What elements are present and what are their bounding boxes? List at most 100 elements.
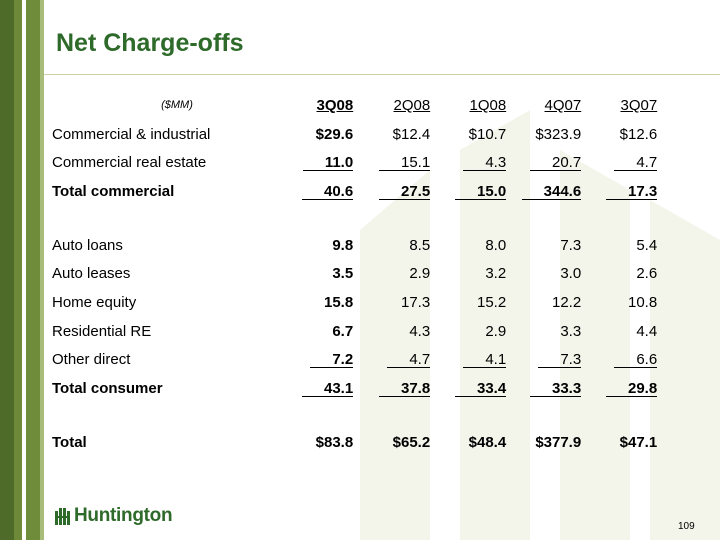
cell-value: 344.6	[521, 184, 582, 200]
huntington-logo-icon	[55, 508, 70, 525]
cell-value: 29.8	[606, 381, 658, 398]
table-cell: 7.3	[506, 346, 582, 375]
row-label: Commercial real estate	[52, 154, 207, 172]
left-stripe-light	[26, 0, 40, 540]
table-cell: 344.6	[506, 177, 582, 206]
page-number: 109	[678, 521, 695, 532]
cell-value: 4.7	[614, 155, 658, 172]
spacer-cell	[52, 403, 657, 428]
row-label: Residential RE	[52, 322, 152, 340]
spacer-cell	[52, 206, 657, 231]
table-cell: 11.0	[302, 148, 354, 177]
table-cell: $12.6	[619, 125, 658, 143]
table-cell: 20.7	[506, 148, 582, 177]
table-cell: 6.6	[581, 346, 658, 375]
table-cell: 7.3	[560, 236, 582, 254]
table-cell: 17.3	[401, 293, 431, 311]
table-cell: 3.3	[560, 322, 582, 340]
table-cell: $65.2	[392, 433, 431, 451]
table-cell: $29.6	[315, 125, 354, 143]
table-cell: $323.9	[535, 125, 582, 143]
table-row: Total $83.8 $65.2 $48.4 $377.9 $47.1	[52, 428, 657, 457]
table-cell: 2.9	[409, 265, 431, 283]
table-cell: 12.2	[552, 293, 582, 311]
cell-value: 4.3	[463, 155, 507, 172]
table-cell: 6.7	[332, 322, 354, 340]
column-header: 2Q08	[393, 96, 431, 114]
table-cell: 43.1	[302, 374, 354, 403]
column-header: 3Q08	[316, 96, 354, 114]
table-cell: 33.3	[506, 374, 582, 403]
row-label: Total commercial	[52, 182, 175, 200]
cell-value: 27.5	[379, 184, 431, 200]
unit-label: ($MM)	[161, 99, 193, 112]
cell-value: 11.0	[302, 155, 354, 172]
left-stripe-gap	[22, 0, 26, 540]
table-cell: 37.8	[353, 374, 431, 403]
cell-value: 43.1	[302, 381, 354, 398]
table-cell: 2.9	[485, 322, 507, 340]
table-cell: $12.4	[392, 125, 431, 143]
table-cell: 4.7	[581, 148, 658, 177]
cell-value: 15.1	[379, 155, 431, 172]
table-cell: 3.0	[560, 265, 582, 283]
charge-offs-table: ($MM) 3Q08 2Q08 1Q08 4Q07 3Q07 Commercia…	[52, 91, 658, 457]
table-row: Total commercial 40.6 27.5 15.0 344.6 17.3	[52, 177, 658, 206]
table-cell: 27.5	[353, 177, 431, 206]
table-row: Home equity 15.8 17.3 15.2 12.2 10.8	[52, 288, 657, 317]
table-cell: 3.2	[485, 265, 507, 283]
table-cell: $48.4	[468, 433, 507, 451]
table-cell: 33.4	[430, 374, 507, 403]
table-cell: 7.2	[302, 346, 354, 375]
huntington-logo: Huntington	[55, 505, 173, 527]
table-cell: 4.3	[409, 322, 431, 340]
table-cell: $47.1	[619, 433, 658, 451]
table-header-row: ($MM) 3Q08 2Q08 1Q08 4Q07 3Q07	[52, 91, 657, 120]
row-label: Other direct	[52, 351, 131, 369]
cell-value: 40.6	[302, 184, 354, 200]
cell-value: 17.3	[606, 184, 658, 200]
table-cell: 10.8	[628, 293, 658, 311]
cell-value: 4.7	[387, 352, 431, 369]
left-stripe-pale	[40, 0, 44, 540]
cell-value: 6.6	[614, 352, 658, 369]
table-cell: 4.1	[430, 346, 507, 375]
page-title: Net Charge-offs	[56, 29, 244, 57]
row-label: Auto loans	[52, 236, 123, 254]
table-cell: 15.0	[430, 177, 507, 206]
table-row: Auto loans 9.8 8.5 8.0 7.3 5.4	[52, 231, 657, 260]
row-label: Commercial & industrial	[52, 125, 211, 143]
table-cell: 15.1	[353, 148, 431, 177]
table-cell: 8.5	[409, 236, 431, 254]
table-cell: 4.3	[430, 148, 507, 177]
table-row: Other direct 7.2 4.7 4.1 7.3 6.6	[52, 346, 658, 375]
cell-value: 15.0	[455, 184, 507, 200]
watermark-logo-icon	[360, 110, 720, 540]
table-cell: $83.8	[315, 433, 354, 451]
left-stripe-mid	[14, 0, 22, 540]
cell-value: 33.3	[530, 381, 582, 398]
row-label: Auto leases	[52, 265, 131, 283]
row-label: Total consumer	[52, 380, 163, 398]
column-header: 1Q08	[469, 96, 507, 114]
table-row: Commercial & industrial $29.6 $12.4 $10.7 $3…	[52, 120, 657, 149]
table-cell: 4.7	[353, 346, 431, 375]
cell-value: 37.8	[379, 381, 431, 398]
table-cell: 5.4	[636, 236, 658, 254]
table-cell: $10.7	[468, 125, 507, 143]
table-body: Commercial & industrial $29.6 $12.4 $10.7 $3…	[52, 120, 658, 457]
left-stripe-dark	[0, 0, 14, 540]
table-cell: 3.5	[332, 265, 354, 283]
table-cell: 4.4	[636, 322, 658, 340]
table-row: Auto leases 3.5 2.9 3.2 3.0 2.6	[52, 259, 657, 288]
cell-value: 7.3	[538, 352, 582, 369]
table-cell: 15.8	[324, 293, 354, 311]
cell-value: 4.1	[463, 352, 507, 369]
column-header: 4Q07	[544, 96, 582, 114]
column-header: 3Q07	[620, 96, 658, 114]
spacer-row	[52, 206, 657, 231]
table-cell: 40.6	[302, 177, 354, 206]
table-cell: $377.9	[535, 433, 582, 451]
table-cell: 2.6	[636, 265, 658, 283]
table-cell: 29.8	[581, 374, 658, 403]
